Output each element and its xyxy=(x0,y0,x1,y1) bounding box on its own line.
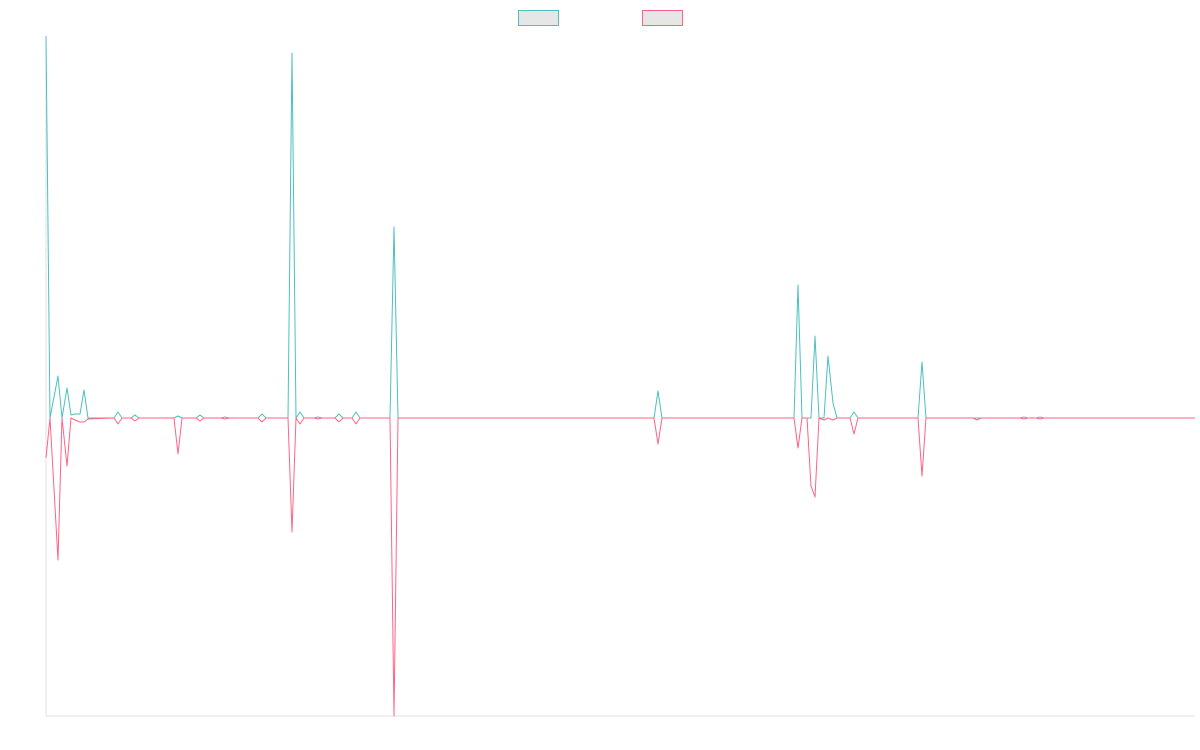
series-line xyxy=(45,417,1195,717)
series-line xyxy=(45,35,1195,419)
legend-swatch xyxy=(518,10,559,26)
legend-swatch xyxy=(642,10,683,26)
